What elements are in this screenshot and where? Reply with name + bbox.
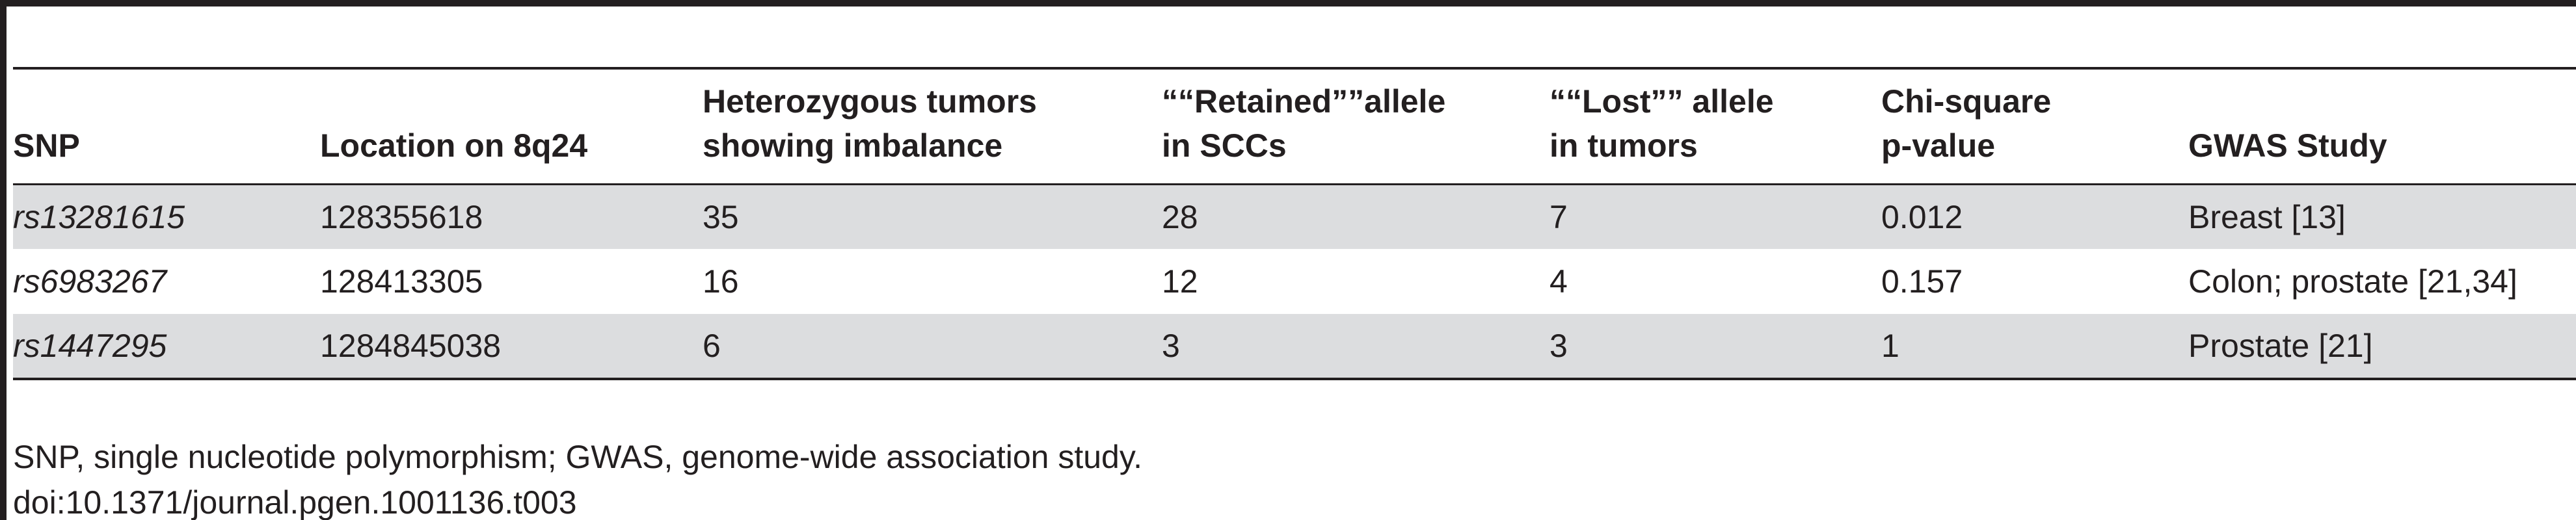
left-border-rule — [0, 0, 7, 520]
cell-retained: 3 — [1162, 328, 1180, 364]
header-snp: SNP — [13, 127, 80, 164]
header-chi-square: Chi-square p-value — [1881, 83, 2052, 164]
header-lost-allele: ““Lost”” allele in tumors — [1550, 83, 1774, 164]
table-row: rs1447295 1284845038 6 3 3 1 Prostate [2… — [13, 314, 2576, 379]
cell-lost: 4 — [1550, 263, 1568, 300]
doi-text: doi:10.1371/journal.pgen.1001136.t003 — [13, 484, 577, 520]
cell-retained: 12 — [1162, 263, 1198, 300]
header-location: Location on 8q24 — [320, 127, 588, 164]
table-row: rs13281615 128355618 35 28 7 0.012 Breas… — [13, 184, 2576, 249]
top-border-rule — [0, 0, 2576, 6]
cell-gwas: Prostate [21] — [2188, 328, 2373, 364]
cell-lost: 3 — [1550, 328, 1568, 364]
cell-snp: rs13281615 — [13, 198, 185, 235]
cell-location: 1284845038 — [320, 328, 502, 364]
cell-p-value: 0.157 — [1881, 263, 1963, 300]
cell-p-value: 0.012 — [1881, 198, 1963, 235]
cell-heterozygous: 35 — [703, 198, 739, 235]
cell-lost: 7 — [1550, 198, 1568, 235]
header-heterozygous-tumors: Heterozygous tumors showing imbalance — [703, 83, 1037, 164]
abbreviations-note: SNP, single nucleotide polymorphism; GWA… — [13, 439, 1143, 475]
snp-imbalance-table: SNP Location on 8q24 Heterozygous tumors… — [13, 67, 2576, 380]
cell-gwas: Breast [13] — [2188, 198, 2346, 235]
table-row: rs6983267 128413305 16 12 4 0.157 Colon;… — [13, 249, 2576, 314]
cell-retained: 28 — [1162, 198, 1198, 235]
cell-heterozygous: 6 — [703, 328, 721, 364]
cell-snp: rs1447295 — [13, 328, 167, 364]
header-gwas-study: GWAS Study — [2188, 127, 2387, 164]
header-retained-allele: ““Retained””allele in SCCs — [1162, 83, 1446, 164]
cell-p-value: 1 — [1881, 328, 1899, 364]
table-footnote: SNP, single nucleotide polymorphism; GWA… — [13, 434, 1142, 520]
cell-location: 128355618 — [320, 198, 483, 235]
cell-gwas: Colon; prostate [21,34] — [2188, 263, 2517, 300]
header-row: SNP Location on 8q24 Heterozygous tumors… — [13, 68, 2576, 184]
table-container: SNP Location on 8q24 Heterozygous tumors… — [13, 67, 2576, 380]
cell-heterozygous: 16 — [703, 263, 739, 300]
cell-snp: rs6983267 — [13, 263, 167, 300]
cell-location: 128413305 — [320, 263, 483, 300]
